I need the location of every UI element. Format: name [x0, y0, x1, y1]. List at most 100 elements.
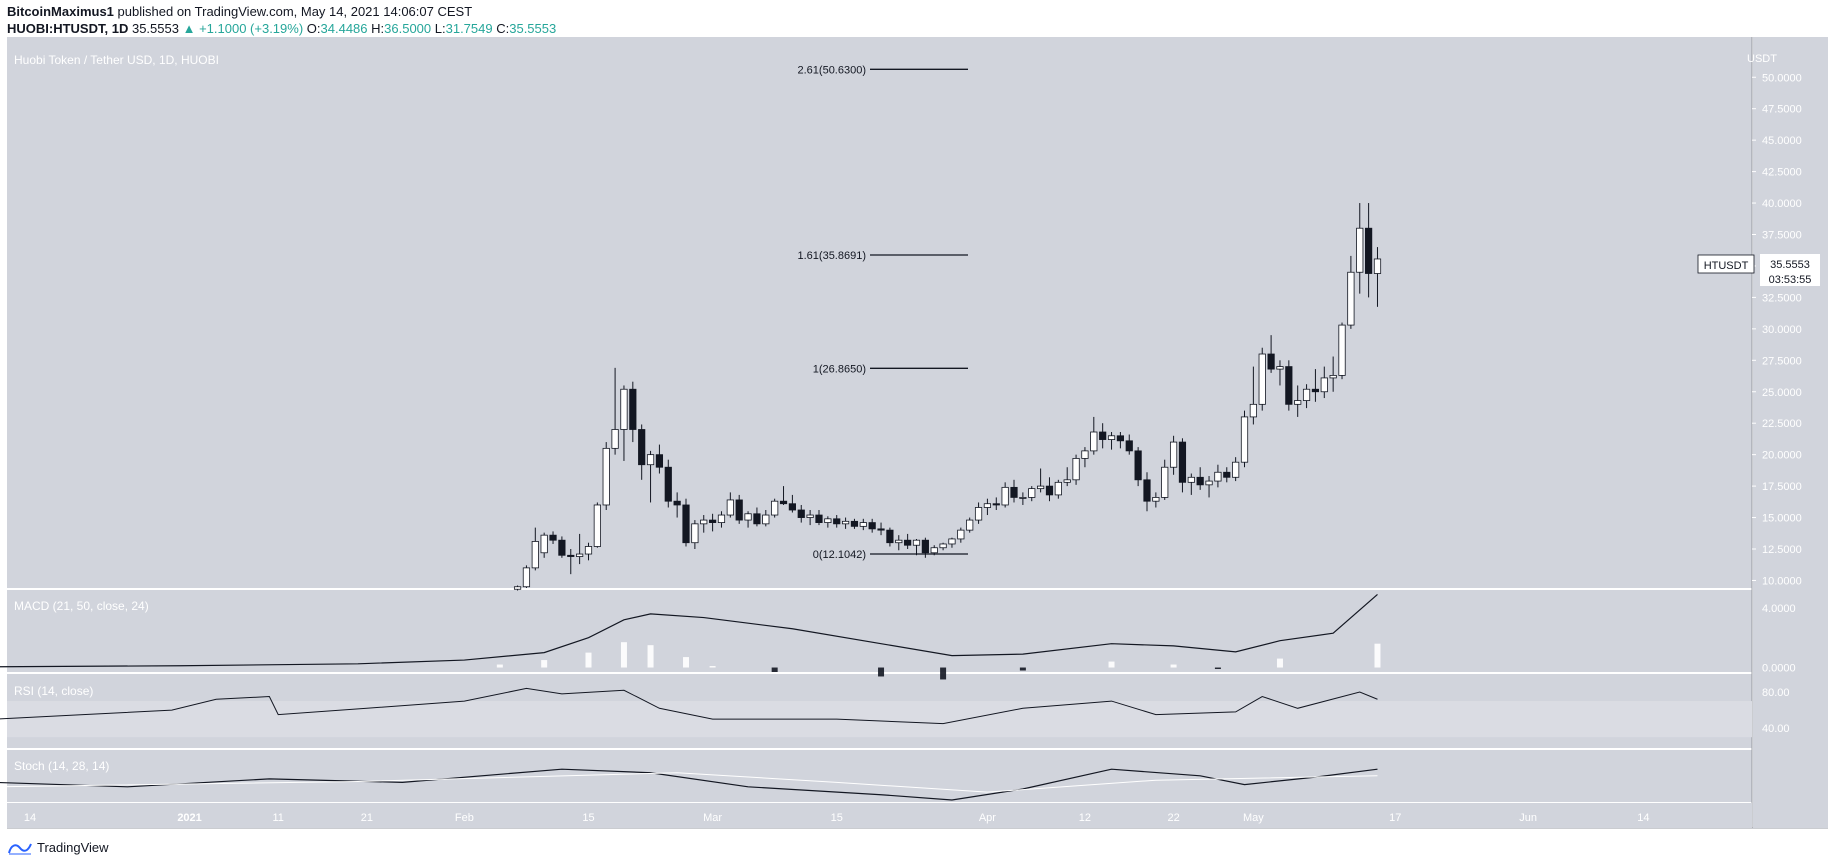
- candle[interactable]: [1081, 447, 1089, 468]
- candle[interactable]: [744, 511, 752, 528]
- candle[interactable]: [886, 527, 894, 547]
- fib-level[interactable]: 1.61(35.8691): [798, 250, 969, 262]
- candle[interactable]: [1143, 472, 1151, 512]
- candle[interactable]: [1152, 492, 1160, 508]
- candle[interactable]: [567, 549, 575, 575]
- candle[interactable]: [957, 527, 965, 543]
- time-axis[interactable]: 14 2021 11 21 Feb 15 Mar 15 Apr 12 22 May 17 Jun 14: [7, 803, 1752, 828]
- candle[interactable]: [646, 450, 655, 503]
- candle[interactable]: [966, 517, 974, 533]
- candle[interactable]: [939, 542, 947, 551]
- candle[interactable]: [1028, 486, 1036, 502]
- candle[interactable]: [1365, 203, 1373, 298]
- candle[interactable]: [1320, 366, 1328, 399]
- candle[interactable]: [673, 492, 681, 518]
- candle[interactable]: [1232, 457, 1240, 482]
- candle[interactable]: [709, 513, 717, 532]
- candle[interactable]: [664, 459, 672, 508]
- candle[interactable]: [1169, 435, 1178, 475]
- candle[interactable]: [1214, 464, 1222, 488]
- candle[interactable]: [735, 494, 743, 524]
- candle[interactable]: [1037, 468, 1045, 493]
- candle[interactable]: [983, 498, 992, 516]
- candle[interactable]: [1249, 366, 1257, 425]
- candle[interactable]: [1338, 322, 1346, 380]
- candle[interactable]: [638, 424, 646, 480]
- candle[interactable]: [611, 367, 619, 455]
- candle[interactable]: [1125, 434, 1133, 455]
- fib-level[interactable]: 1(26.8650): [813, 363, 968, 375]
- candle[interactable]: [576, 533, 584, 565]
- candle[interactable]: [1178, 438, 1187, 493]
- candle[interactable]: [1187, 473, 1195, 495]
- candle[interactable]: [1019, 492, 1027, 505]
- candle[interactable]: [1054, 479, 1062, 499]
- candle[interactable]: [904, 533, 912, 550]
- candle[interactable]: [700, 515, 708, 533]
- candle[interactable]: [771, 498, 779, 518]
- candle[interactable]: [841, 517, 850, 529]
- tradingview-footer[interactable]: TradingView: [8, 840, 109, 855]
- candle[interactable]: [726, 492, 734, 518]
- candle[interactable]: [1294, 385, 1302, 417]
- candle[interactable]: [1329, 356, 1337, 392]
- candle[interactable]: [1107, 432, 1116, 450]
- candle[interactable]: [797, 504, 805, 523]
- candle[interactable]: [1223, 467, 1231, 483]
- candle[interactable]: [691, 520, 699, 550]
- candle[interactable]: [1099, 423, 1107, 449]
- candle[interactable]: [833, 515, 841, 528]
- candle[interactable]: [602, 442, 610, 511]
- candle[interactable]: [992, 497, 1000, 511]
- candle[interactable]: [593, 502, 601, 548]
- candle[interactable]: [912, 538, 921, 556]
- candle[interactable]: [788, 494, 796, 513]
- candle[interactable]: [682, 498, 690, 547]
- candle[interactable]: [1276, 360, 1284, 386]
- candle[interactable]: [655, 444, 664, 474]
- candle[interactable]: [779, 486, 788, 505]
- candle[interactable]: [629, 381, 637, 443]
- candle[interactable]: [620, 385, 628, 461]
- candle[interactable]: [1302, 384, 1311, 409]
- candle[interactable]: [974, 502, 983, 524]
- candle[interactable]: [1267, 335, 1275, 373]
- candle[interactable]: [1045, 477, 1054, 502]
- candle[interactable]: [806, 510, 814, 526]
- candle[interactable]: [540, 532, 548, 558]
- candle[interactable]: [1072, 454, 1080, 485]
- candle[interactable]: [522, 565, 531, 588]
- candle[interactable]: [513, 585, 522, 591]
- fib-level[interactable]: 0(12.1042): [813, 549, 968, 561]
- candle[interactable]: [558, 536, 566, 558]
- candle[interactable]: [824, 516, 832, 528]
- candle[interactable]: [1116, 432, 1124, 449]
- publisher-name[interactable]: BitcoinMaximus1: [7, 4, 114, 19]
- candle[interactable]: [1134, 447, 1142, 487]
- candle[interactable]: [1205, 476, 1213, 498]
- candle[interactable]: [850, 518, 859, 529]
- candle[interactable]: [1063, 467, 1071, 487]
- candle[interactable]: [1010, 479, 1018, 503]
- candle[interactable]: [1356, 203, 1364, 294]
- price-axis[interactable]: 10.0000 12.5000 15.0000 17.5000 20.0000 22.50…: [1752, 37, 1828, 828]
- candle[interactable]: [868, 518, 876, 533]
- fib-level[interactable]: 2.61(50.6300): [798, 64, 969, 76]
- candle[interactable]: [717, 511, 726, 528]
- candle[interactable]: [895, 535, 903, 551]
- candle[interactable]: [815, 510, 823, 526]
- candle[interactable]: [1001, 482, 1009, 508]
- candle[interactable]: [753, 507, 761, 527]
- candle[interactable]: [948, 537, 956, 548]
- candle[interactable]: [531, 527, 539, 571]
- candle[interactable]: [1373, 247, 1382, 307]
- candle[interactable]: [877, 522, 885, 536]
- candle[interactable]: [1311, 369, 1320, 402]
- candle[interactable]: [584, 542, 593, 561]
- candle[interactable]: [549, 531, 557, 544]
- candle[interactable]: [859, 518, 867, 531]
- candle[interactable]: [1090, 416, 1098, 455]
- candle[interactable]: [1285, 360, 1293, 411]
- candle[interactable]: [1240, 410, 1249, 468]
